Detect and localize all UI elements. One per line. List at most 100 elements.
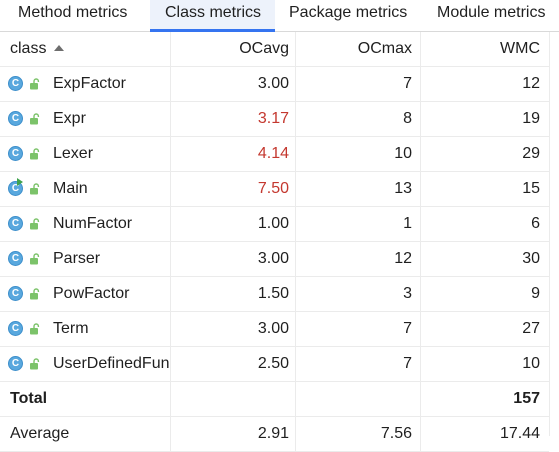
class-name-cell: C Lexer [0,137,171,171]
class-name-cell: C NumFactor [0,207,171,241]
column-header-label: class [10,40,47,57]
ocmax-cell: 13 [296,172,421,206]
wmc-cell: 15 [522,180,540,197]
class-name-cell: C Term [0,312,171,346]
column-header-class[interactable]: class [0,32,171,66]
ocavg-cell: 2.50 [171,347,296,381]
class-name-cell: C ExpFactor [0,67,171,101]
class-name: Main [53,180,88,197]
ocavg-cell: 4.14 [171,137,296,171]
sort-ascending-icon [54,45,65,51]
table-row[interactable]: C ExpFactor 3.00 7 12 [0,67,549,102]
tab-class-metrics[interactable]: Class metrics [150,0,275,32]
column-header-label: WMC [500,40,540,57]
class-icon: C [8,356,23,371]
tab-module-metrics[interactable]: Module metrics [421,0,559,31]
class-icon: C [8,251,23,266]
table-header-row: class OCavg OCmax WMC [0,32,549,67]
open-lock-icon [30,78,40,90]
ocmax-cell: 7 [296,347,421,381]
class-name-cell: C PowFactor [0,277,171,311]
open-lock-icon [30,358,40,370]
ocmax-cell: 7 [296,67,421,101]
ocavg-cell: 1.50 [171,277,296,311]
tab-package-metrics[interactable]: Package metrics [275,0,421,31]
ocmax-cell: 3 [296,277,421,311]
class-metrics-table: class OCavg OCmax WMC C ExpFactor 3.00 7 12 C… [0,32,549,452]
table-row[interactable]: C UserDefinedFun 2.50 7 10 [0,347,549,382]
total-ocavg [171,382,296,416]
average-wmc: 17.44 [499,425,540,442]
wmc-cell: 10 [522,355,540,372]
class-name-cell: C Expr [0,102,171,136]
total-ocmax [296,382,421,416]
ocmax-cell: 1 [296,207,421,241]
total-label: Total [0,382,171,416]
ocavg-cell: 1.00 [171,207,296,241]
class-name: UserDefinedFun [53,355,170,372]
total-wmc: 157 [513,390,540,407]
class-name: ExpFactor [53,75,126,92]
wmc-cell: 30 [522,250,540,267]
class-icon: C [8,286,23,301]
active-tab-indicator [150,29,275,32]
wmc-cell: 27 [522,320,540,337]
class-name-cell: C Main [0,172,171,206]
table-row[interactable]: C Main 7.50 13 15 [0,172,549,207]
table-row[interactable]: C NumFactor 1.00 1 6 [0,207,549,242]
class-icon: C [8,216,23,231]
ocavg-cell: 3.17 [171,102,296,136]
table-body: C ExpFactor 3.00 7 12 C Expr 3.17 8 19 C Lexer 4.14 1… [0,67,549,382]
tab-label: Method metrics [18,4,128,21]
average-ocavg: 2.91 [171,417,296,451]
tab-label: Package metrics [289,4,408,21]
open-lock-icon [30,113,40,125]
ocavg-cell: 7.50 [171,172,296,206]
table-row[interactable]: C Parser 3.00 12 30 [0,242,549,277]
run-badge-icon [17,178,23,186]
column-header-wmc[interactable]: WMC [421,32,549,66]
wmc-cell: 6 [531,215,540,232]
table-row[interactable]: C Expr 3.17 8 19 [0,102,549,137]
ocavg-cell: 3.00 [171,67,296,101]
wmc-cell: 12 [522,75,540,92]
ocavg-cell: 3.00 [171,312,296,346]
open-lock-icon [30,183,40,195]
class-name: Lexer [53,145,94,162]
tab-label: Class metrics [165,4,262,21]
class-icon: C [8,76,23,91]
tab-method-metrics[interactable]: Method metrics [0,0,150,31]
wmc-cell: 19 [522,110,540,127]
wmc-cell: 9 [531,285,540,302]
ocmax-cell: 12 [296,242,421,276]
column-header-ocavg[interactable]: OCavg [171,32,296,66]
class-name-cell: C Parser [0,242,171,276]
table-row[interactable]: C Term 3.00 7 27 [0,312,549,347]
open-lock-icon [30,288,40,300]
average-label: Average [0,417,171,451]
class-icon: C [8,321,23,336]
class-icon: C [8,146,23,161]
class-name: PowFactor [53,285,130,302]
tab-label: Module metrics [437,4,546,21]
table-row[interactable]: C Lexer 4.14 10 29 [0,137,549,172]
class-name: Parser [53,250,101,267]
class-name: NumFactor [53,215,133,232]
column-header-ocmax[interactable]: OCmax [296,32,421,66]
vertical-scrollbar[interactable] [549,32,559,436]
column-header-label: OCavg [239,40,289,57]
average-ocmax: 7.56 [296,417,421,451]
total-row[interactable]: Total 157 [0,382,549,417]
open-lock-icon [30,148,40,160]
ocmax-cell: 8 [296,102,421,136]
ocmax-cell: 10 [296,137,421,171]
open-lock-icon [30,218,40,230]
average-row[interactable]: Average 2.91 7.56 17.44 [0,417,549,452]
ocavg-cell: 3.00 [171,242,296,276]
class-name: Expr [53,110,86,127]
class-name: Term [53,320,89,337]
ocmax-cell: 7 [296,312,421,346]
metrics-tab-bar: Method metrics Class metrics Package met… [0,0,559,32]
table-row[interactable]: C PowFactor 1.50 3 9 [0,277,549,312]
wmc-cell: 29 [522,145,540,162]
